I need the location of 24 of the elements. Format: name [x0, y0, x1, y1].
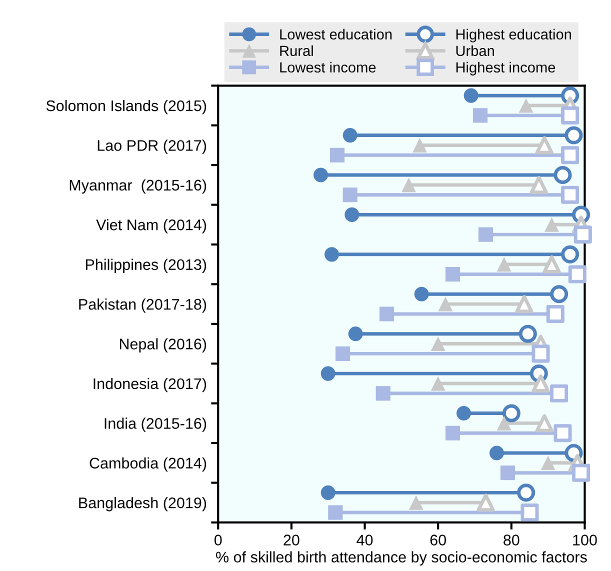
x-tick-label: 40	[356, 534, 373, 546]
y-tick-label: Bangladesh (2019)	[79, 497, 206, 512]
legend-label: Lowest education	[280, 28, 392, 40]
y-tick-label: India (2015-16)	[104, 418, 206, 432]
y-tick-label: Lao PDR (2017)	[98, 140, 206, 154]
legend-label: Highest education	[456, 28, 572, 42]
legend-label: Rural	[280, 45, 313, 56]
y-tick-label: Solomon Islands (2015)	[46, 100, 206, 114]
legend-label: Lowest income	[280, 62, 376, 73]
x-tick-label: 100	[573, 534, 597, 546]
legend-label: Urban	[456, 45, 494, 56]
y-tick-label: Nepal (2016)	[120, 338, 206, 352]
x-tick-label: 80	[504, 534, 520, 546]
y-tick-label: Pakistan (2017-18)	[79, 298, 206, 313]
y-tick-label: Cambodia (2014)	[90, 457, 206, 472]
y-tick-label: Philippines (2013)	[86, 258, 206, 274]
x-tick-label: 20	[284, 534, 300, 546]
y-tick-label: Indonesia (2017)	[94, 378, 206, 392]
legend-label: Highest income	[456, 62, 556, 76]
y-tick-label: Viet Nam (2014)	[96, 219, 206, 234]
x-tick-label: 0	[214, 534, 222, 546]
x-tick-label: 60	[430, 534, 446, 546]
x-axis-title: % of skilled birth attendance by socio-economic factors	[216, 551, 587, 566]
y-tick-label: Myanmar (2015-16)	[70, 179, 206, 194]
